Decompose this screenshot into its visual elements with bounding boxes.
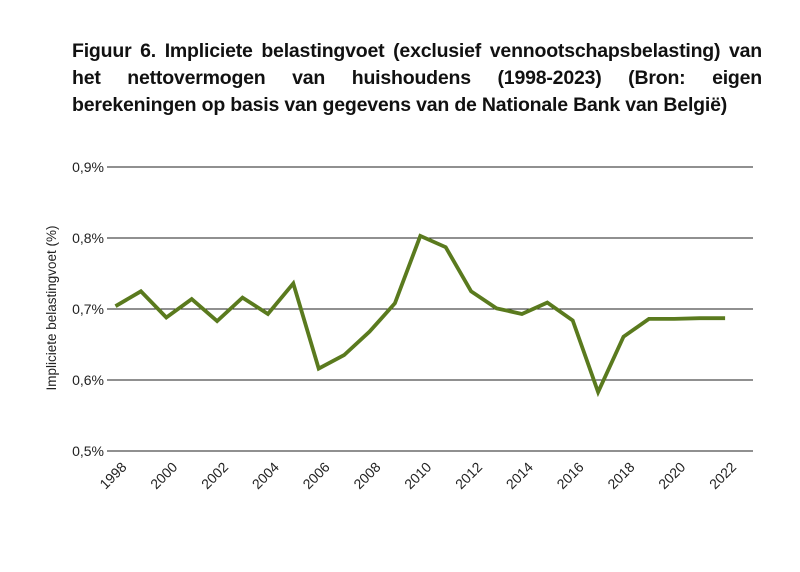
x-tick-label: 2014: [503, 459, 536, 492]
x-tick-labels: 1998 2000 2002 2004 2006 2008 2010 2012 2014 2016…: [96, 459, 739, 492]
x-tick-label: 2020: [655, 459, 688, 492]
y-axis-label: Impliciete belastingvoet (%): [44, 225, 59, 390]
x-tick-label: 2022: [706, 459, 739, 492]
x-tick-label: 2004: [249, 459, 282, 492]
x-tick-label: 1998: [96, 459, 129, 492]
y-tick-label: 0,5%: [72, 443, 104, 459]
x-tick-label: 2010: [401, 459, 434, 492]
y-tick-label: 0,6%: [72, 372, 104, 388]
chart-title: Figuur 6. Impliciete belastingvoet (excl…: [72, 40, 762, 116]
x-tick-label: 2018: [604, 459, 637, 492]
y-tick-labels: 0,5% 0,6% 0,7% 0,8% 0,9%: [72, 159, 104, 459]
series-group: [114, 233, 726, 398]
y-tick-label: 0,8%: [72, 230, 104, 246]
x-tick-label: 2008: [350, 459, 383, 492]
y-tick-label: 0,7%: [72, 301, 104, 317]
x-tick-label: 2002: [198, 459, 231, 492]
y-tick-label: 0,9%: [72, 159, 104, 175]
gridlines: [107, 166, 753, 452]
x-tick-label: 2000: [147, 459, 180, 492]
x-tick-label: 2006: [299, 459, 332, 492]
x-tick-label: 2016: [553, 459, 586, 492]
x-tick-label: 2012: [452, 459, 485, 492]
series-line: [114, 233, 726, 398]
